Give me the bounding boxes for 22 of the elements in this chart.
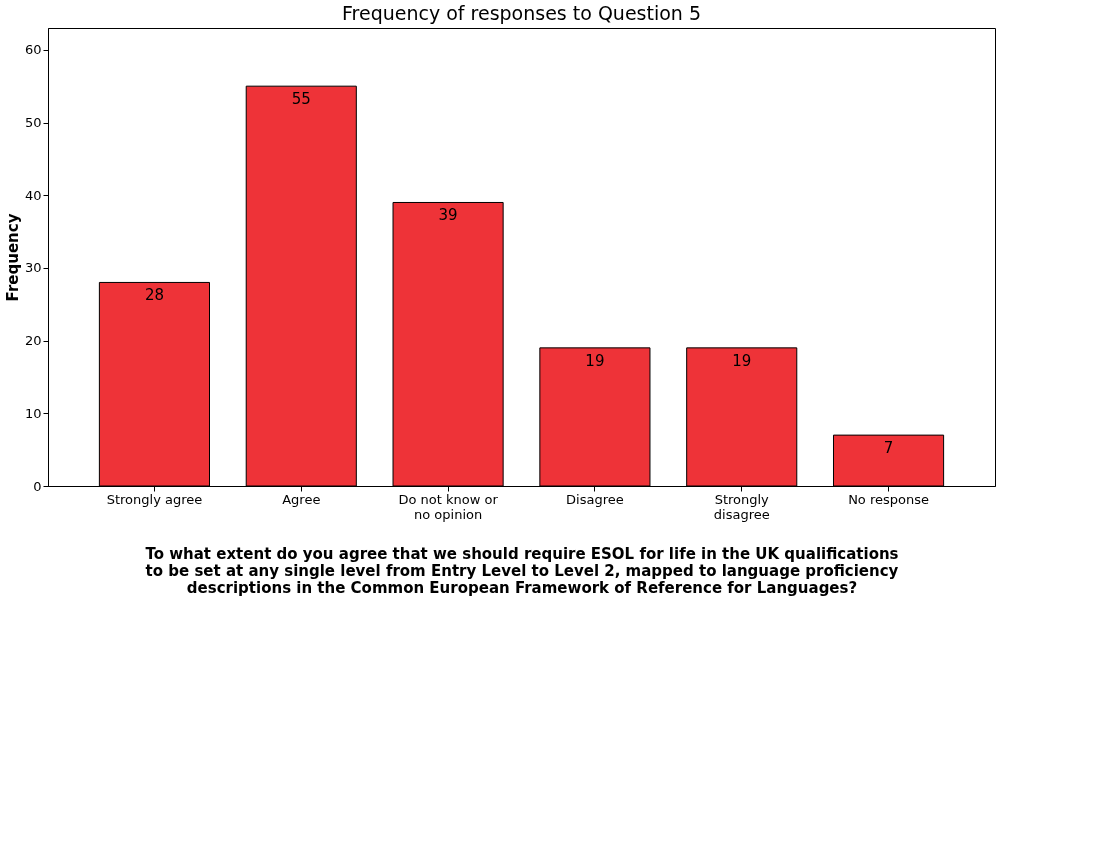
x-tick-label: Do not know or no opinion: [398, 491, 499, 522]
y-tick-label: 30: [24, 260, 42, 276]
data-label: 28: [144, 286, 164, 305]
y-tick-label: 40: [24, 187, 42, 203]
data-label: 39: [438, 206, 458, 225]
y-tick-label: 20: [24, 333, 42, 349]
x-tick-label: Strongly disagree: [713, 491, 770, 522]
x-tick-label: Agree: [282, 491, 321, 507]
x-tick-label: No response: [848, 491, 929, 507]
y-tick-label: 0: [33, 478, 42, 494]
x-tick-label: Disagree: [566, 491, 624, 507]
x-axis-title: To what extent do you agree that we should require ESOL for life in the UK qualifications to be set at any single level from Entry Level to Level 2, mapped to language proficiency descriptions in the Common European Framework of Reference for Languages?: [145, 544, 899, 597]
chart-title: Frequency of responses to Question 5: [341, 2, 702, 24]
y-tick-label: 60: [24, 42, 42, 58]
x-tick-label: Strongly agree: [106, 491, 203, 507]
data-label: 55: [291, 90, 311, 109]
data-label: 19: [585, 351, 605, 370]
y-axis-title: Frequency: [3, 213, 22, 302]
y-tick-label: 50: [24, 115, 42, 131]
data-label: 7: [883, 439, 894, 458]
y-tick-label: 10: [24, 405, 42, 421]
data-label: 19: [732, 351, 752, 370]
